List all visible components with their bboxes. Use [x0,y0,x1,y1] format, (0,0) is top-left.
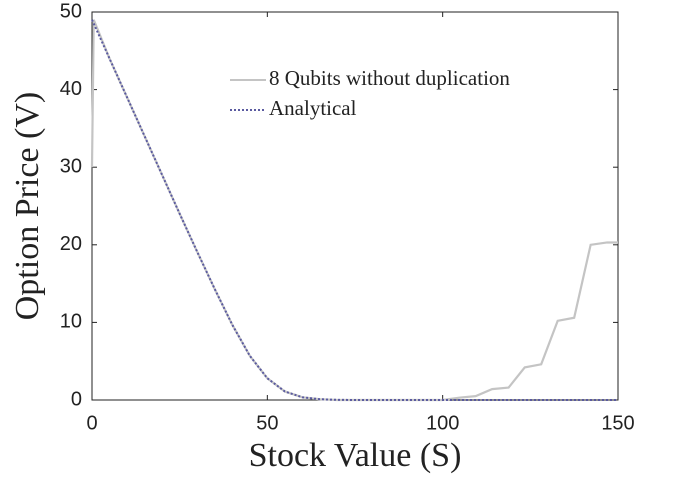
legend-label: 8 Qubits without duplication [269,66,510,90]
x-axis-label: Stock Value (S) [249,437,462,474]
y-tick-label: 30 [60,155,82,177]
legend-label: Analytical [269,96,357,120]
y-tick-label: 10 [60,311,82,333]
x-tick-label: 150 [601,412,634,434]
y-tick-label: 0 [71,388,82,410]
y-axis-label: Option Price (V) [9,92,46,321]
x-tick-label: 50 [256,412,278,434]
x-tick-label: 0 [86,412,97,434]
x-tick-label: 100 [426,412,459,434]
y-tick-label: 40 [60,78,82,100]
series-line [91,19,618,401]
y-tick-label: 20 [60,233,82,255]
y-tick-label: 50 [60,0,82,22]
